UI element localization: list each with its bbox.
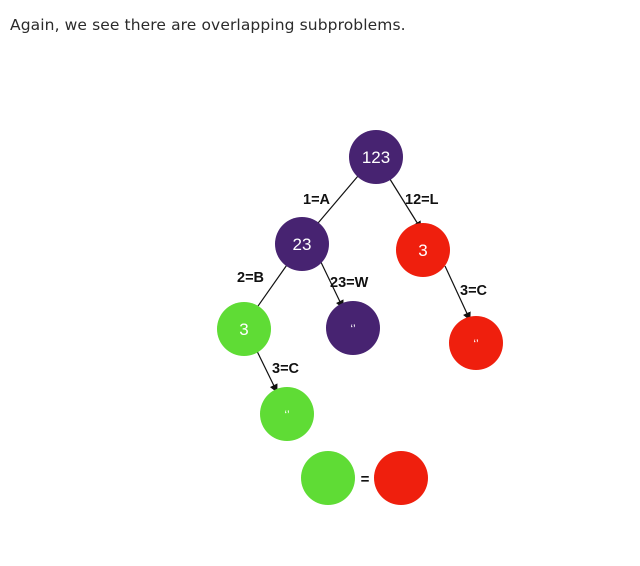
- node-3-red: 3: [396, 223, 450, 277]
- legend-equals-sign: =: [361, 471, 370, 488]
- legend-green-circle: [301, 451, 355, 505]
- node-123: 123: [349, 130, 403, 184]
- node-123-label: 123: [362, 148, 390, 167]
- edge-123-to-3-red: [387, 175, 422, 230]
- intro-text: Again, we see there are overlapping subp…: [10, 16, 406, 34]
- node-empty-red: ‘’: [449, 316, 503, 370]
- node-123-circle: [349, 130, 403, 184]
- node-3-red-circle: [396, 223, 450, 277]
- legend-red-circle: [374, 451, 428, 505]
- edge-3-red-to-empty-red: [444, 265, 471, 321]
- edge-23-to-empty-purple: [317, 255, 344, 309]
- node-empty-green-label: ‘’: [284, 408, 289, 422]
- node-empty-green-circle: [260, 387, 314, 441]
- edge-123-to-23: [312, 175, 359, 230]
- node-empty-red-circle: [449, 316, 503, 370]
- node-empty-purple-label: ‘’: [350, 322, 355, 336]
- node-3-green-circle: [217, 302, 271, 356]
- node-empty-purple: ‘’: [326, 301, 380, 355]
- node-23-circle: [275, 217, 329, 271]
- node-3-red-label: 3: [418, 241, 427, 260]
- edge-label-2B: 2=B: [237, 270, 264, 286]
- legend-equivalence: =: [301, 451, 428, 505]
- node-23: 23: [275, 217, 329, 271]
- node-empty-red-label: ‘’: [473, 337, 478, 351]
- node-3-green-label: 3: [239, 320, 248, 339]
- edge-label-3C-green: 3=C: [272, 361, 300, 377]
- edge-label-1A: 1=A: [303, 192, 331, 208]
- edge-label-3C-red: 3=C: [460, 283, 488, 299]
- edge-label-12L: 12=L: [405, 192, 439, 208]
- node-3-green: 3: [217, 302, 271, 356]
- edge-label-23W: 23=W: [330, 275, 369, 291]
- node-empty-green: ‘’: [260, 387, 314, 441]
- node-23-label: 23: [293, 235, 312, 254]
- node-empty-purple-circle: [326, 301, 380, 355]
